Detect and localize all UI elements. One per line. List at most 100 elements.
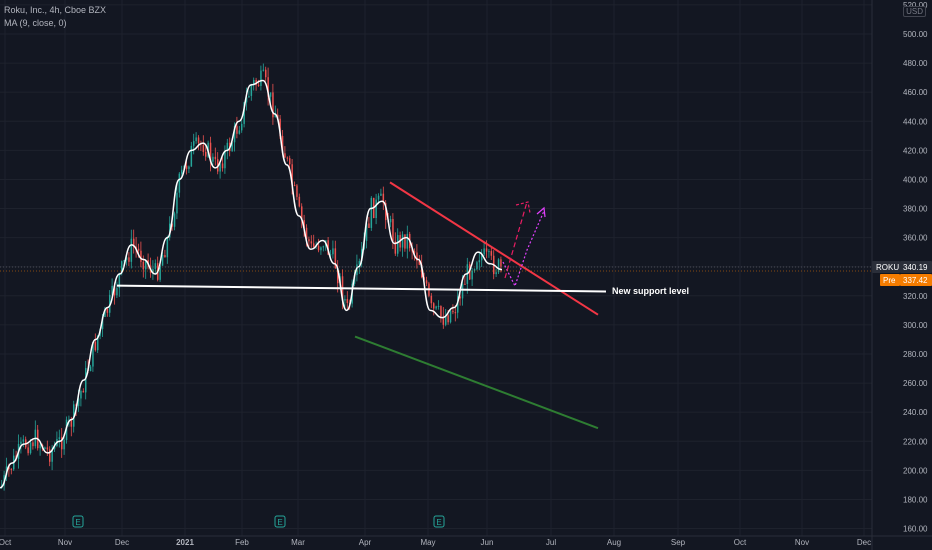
candle-body — [176, 192, 178, 214]
candle-body — [332, 248, 334, 255]
projection-arrows — [502, 201, 546, 288]
price-tags: ROKU 340.19 Pre 337.42 — [0, 261, 932, 286]
candle-body — [308, 239, 310, 242]
candle-body — [272, 92, 274, 118]
last-price-tag — [900, 261, 932, 273]
price-tick-label: 420.00 — [903, 146, 928, 155]
candle-body — [397, 235, 399, 254]
candle-body — [53, 445, 56, 450]
candle-body — [370, 197, 373, 228]
candle-body — [401, 234, 404, 248]
candle-body — [459, 296, 461, 299]
candle-body — [265, 69, 267, 78]
candle-body — [106, 308, 109, 313]
time-tick-label: Apr — [359, 538, 372, 547]
price-tick-label: 480.00 — [903, 59, 928, 68]
candle-body — [219, 163, 221, 172]
earnings-marker-icon — [72, 515, 84, 528]
price-tick-label: 320.00 — [903, 292, 928, 301]
chart-legend[interactable]: Roku, Inc., 4h, Cboe BZX MA (9, close, 0… — [4, 4, 106, 30]
symbol-legend[interactable]: Roku, Inc., 4h, Cboe BZX — [4, 5, 107, 15]
candle-body — [320, 247, 322, 251]
time-tick-label: Dec — [115, 538, 129, 547]
candle-body — [140, 250, 142, 262]
candle-body — [497, 259, 500, 273]
candle-body — [334, 248, 337, 269]
projection-path-dotted — [502, 210, 545, 288]
pre-label: Pre — [883, 276, 896, 285]
earnings-marker-icon — [433, 515, 445, 528]
candle-body — [77, 398, 80, 407]
candle-body — [365, 223, 368, 241]
candle-body — [442, 316, 445, 325]
candle-body — [380, 193, 382, 196]
price-tick-label: 380.00 — [903, 205, 928, 214]
projection-arrowhead-dashed — [515, 201, 531, 214]
candle-body — [49, 449, 51, 462]
candle-body — [195, 137, 197, 142]
candle-body — [197, 137, 200, 143]
candle-body — [461, 283, 464, 299]
price-tick-label: 260.00 — [903, 379, 928, 388]
candle-body — [20, 441, 22, 444]
candle-body — [51, 449, 53, 462]
candle-body — [488, 251, 490, 253]
candle-body — [385, 203, 387, 221]
candle-body — [154, 263, 157, 269]
candle-body — [404, 234, 406, 249]
resistance-trendline — [389, 181, 599, 316]
candle-body — [317, 245, 320, 251]
time-axis[interactable]: Oct Nov Dec 2021 Feb Mar Apr May Jun Jul Aug Sep Oct… — [0, 538, 871, 547]
time-tick-label: Oct — [734, 538, 747, 547]
earnings-marker-label: E — [277, 518, 282, 527]
time-tick-label: Nov — [58, 538, 72, 547]
candle-body — [279, 118, 281, 137]
candle-body — [310, 241, 313, 244]
candle-body — [46, 447, 49, 450]
candle-body — [394, 241, 397, 254]
candle-body — [188, 166, 190, 169]
candle-body — [171, 223, 173, 227]
candle-body — [10, 468, 13, 470]
candle-body — [80, 390, 82, 399]
moving-average-line — [0, 79, 503, 489]
candle-body — [250, 85, 253, 96]
candle-body — [437, 306, 440, 308]
candle-body — [159, 265, 161, 280]
time-tick-label: Sep — [671, 538, 686, 547]
candle-body — [137, 248, 140, 251]
candle-body — [329, 254, 332, 256]
candle-body — [243, 102, 245, 124]
ma-legend[interactable]: MA (9, close, 0) — [4, 18, 67, 28]
candle-body — [181, 169, 183, 174]
time-tick-label: May — [420, 538, 435, 547]
candle-body — [224, 150, 226, 169]
candle-body — [281, 136, 284, 154]
projection-arrowhead-dotted — [536, 206, 546, 218]
candle-body — [82, 390, 85, 393]
candle-body — [128, 257, 130, 262]
currency-badge[interactable]: USD — [903, 6, 926, 17]
candle-body — [416, 252, 418, 262]
candle-body — [214, 156, 217, 160]
price-tick-label: 400.00 — [903, 175, 928, 184]
candle-body — [190, 145, 193, 167]
candle-body — [145, 260, 147, 270]
candle-body — [500, 259, 502, 267]
candle-body — [413, 251, 416, 253]
support-level-label: New support level — [612, 286, 689, 296]
candle-body — [481, 254, 483, 261]
candle-body — [101, 316, 104, 330]
time-tick-label: Aug — [607, 538, 621, 547]
price-tick-label: 500.00 — [903, 30, 928, 39]
candle-body — [452, 310, 454, 313]
candle-body — [152, 268, 154, 273]
candle-body — [70, 419, 73, 427]
candle-body — [241, 123, 243, 131]
price-tick-label: 300.00 — [903, 321, 928, 330]
candle-body — [248, 95, 250, 98]
candle-body — [111, 285, 113, 295]
